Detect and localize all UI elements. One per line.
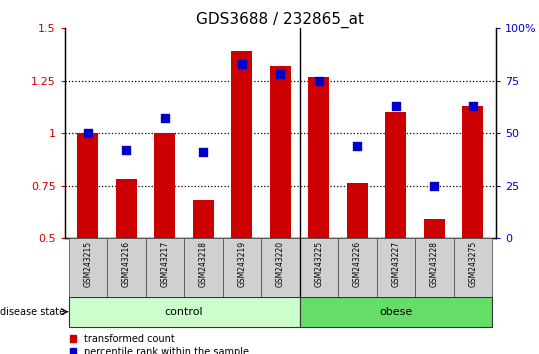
Text: GSM243218: GSM243218 (199, 241, 208, 287)
Bar (184, 238, 223, 297)
Point (276, 72, 285, 77)
Bar (231, 51, 252, 238)
Title: GDS3688 / 232865_at: GDS3688 / 232865_at (196, 12, 364, 28)
Point (391, 103, 400, 109)
Bar (116, 179, 137, 238)
Bar (338, 238, 377, 297)
Bar (261, 238, 300, 297)
Text: GSM243217: GSM243217 (160, 241, 169, 287)
Bar (68, 238, 107, 297)
Point (468, 103, 477, 109)
Bar (107, 238, 146, 297)
Text: GSM243216: GSM243216 (122, 241, 131, 287)
Bar (77, 133, 98, 238)
Bar (223, 238, 261, 297)
Text: disease state: disease state (1, 307, 65, 317)
Point (353, 143, 362, 149)
Bar (300, 238, 338, 297)
Point (314, 78, 323, 84)
Bar (300, 297, 492, 327)
Bar (424, 219, 445, 238)
Text: GSM243275: GSM243275 (468, 241, 477, 287)
Bar (154, 133, 175, 238)
Bar (308, 76, 329, 238)
Point (84, 130, 92, 136)
Text: GSM243226: GSM243226 (353, 241, 362, 287)
Bar (453, 238, 492, 297)
Bar (377, 238, 415, 297)
Bar (415, 238, 453, 297)
Bar (347, 183, 368, 238)
Text: GSM243228: GSM243228 (430, 241, 439, 287)
Text: obese: obese (379, 307, 412, 317)
Text: GSM243225: GSM243225 (314, 241, 323, 287)
Point (238, 61, 246, 67)
Text: GSM243219: GSM243219 (237, 241, 246, 287)
Bar (462, 106, 483, 238)
Text: GSM243227: GSM243227 (391, 241, 400, 287)
Bar (193, 200, 214, 238)
Bar (146, 238, 184, 297)
Text: control: control (165, 307, 203, 317)
Bar (270, 66, 291, 238)
Point (161, 116, 169, 121)
Bar (68, 297, 300, 327)
Legend: transformed count, percentile rank within the sample: transformed count, percentile rank withi… (70, 334, 249, 354)
Text: GSM243220: GSM243220 (276, 241, 285, 287)
Point (199, 149, 208, 155)
Point (430, 183, 439, 188)
Bar (385, 112, 406, 238)
Text: GSM243215: GSM243215 (84, 241, 92, 287)
Point (122, 147, 130, 153)
